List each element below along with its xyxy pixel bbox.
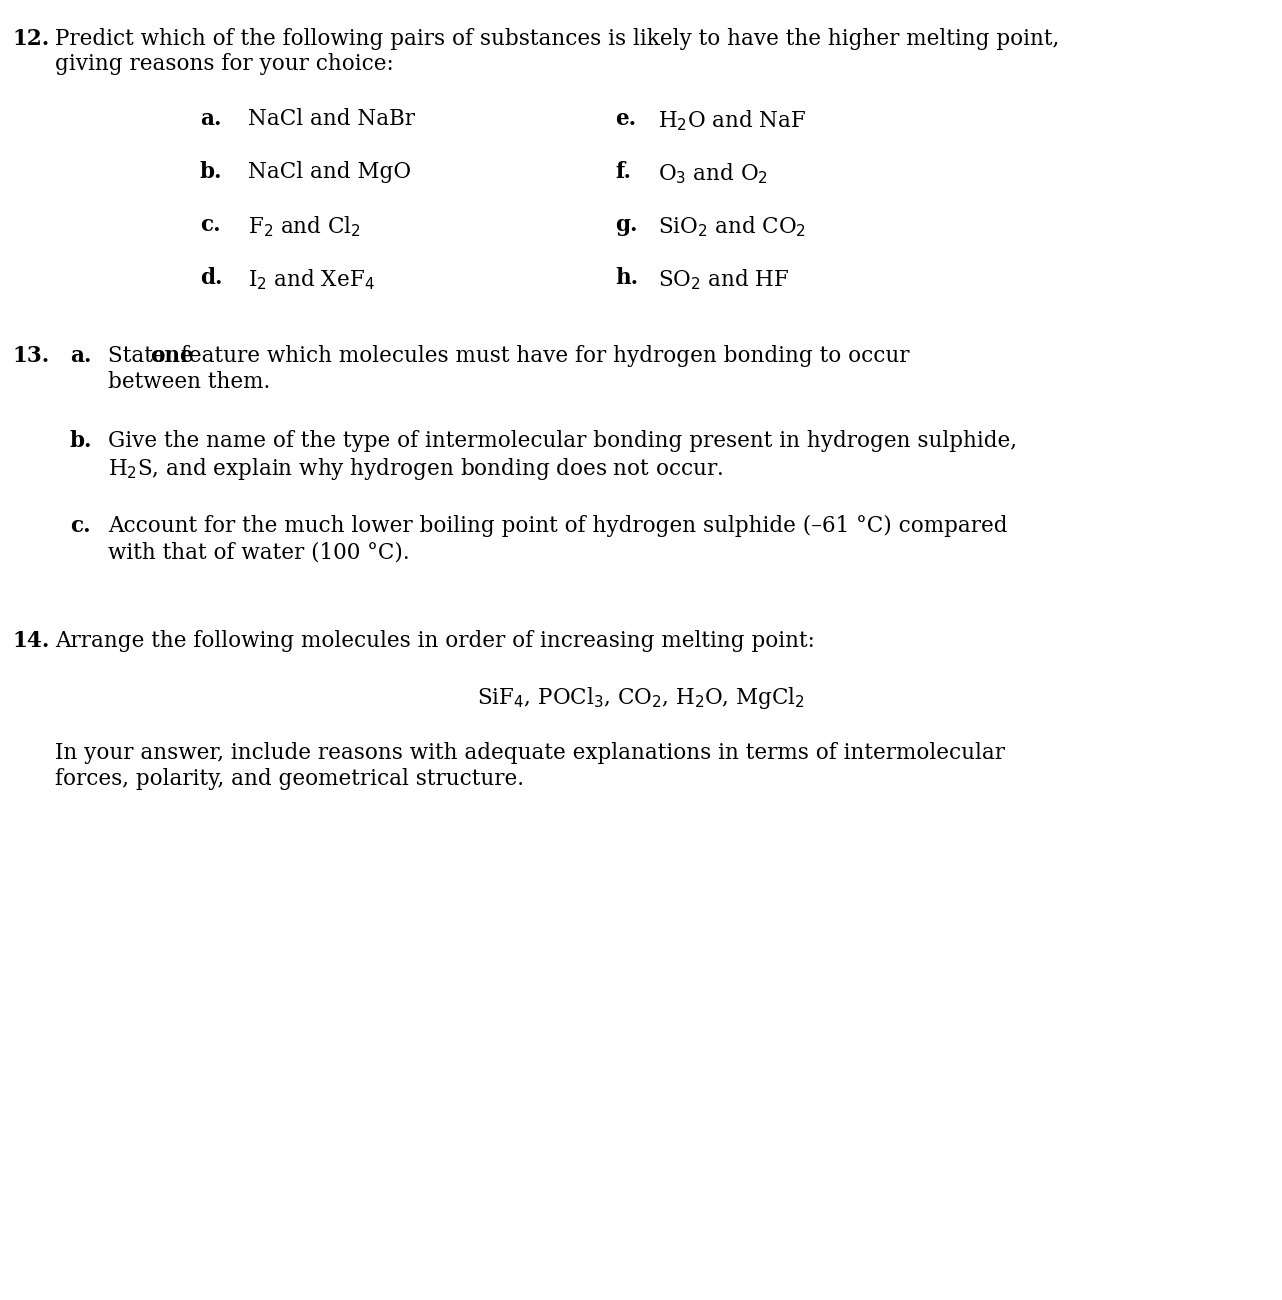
Text: e.: e.	[615, 108, 636, 130]
Text: b.: b.	[71, 430, 92, 452]
Text: f.: f.	[615, 161, 631, 183]
Text: SiF$_4$, POCl$_3$, CO$_2$, H$_2$O, MgCl$_2$: SiF$_4$, POCl$_3$, CO$_2$, H$_2$O, MgCl$…	[477, 685, 805, 711]
Text: c.: c.	[200, 214, 221, 237]
Text: NaCl and NaBr: NaCl and NaBr	[247, 108, 415, 130]
Text: Predict which of the following pairs of substances is likely to have the higher : Predict which of the following pairs of …	[55, 29, 1059, 49]
Text: I$_2$ and XeF$_4$: I$_2$ and XeF$_4$	[247, 266, 374, 291]
Text: In your answer, include reasons with adequate explanations in terms of intermole: In your answer, include reasons with ade…	[55, 742, 1005, 764]
Text: NaCl and MgO: NaCl and MgO	[247, 161, 412, 183]
Text: 14.: 14.	[12, 630, 50, 653]
Text: b.: b.	[200, 161, 223, 183]
Text: h.: h.	[615, 266, 638, 289]
Text: Account for the much lower boiling point of hydrogen sulphide (–61 °C) compared: Account for the much lower boiling point…	[108, 515, 1008, 537]
Text: H$_2$O and NaF: H$_2$O and NaF	[658, 108, 806, 133]
Text: Give the name of the type of intermolecular bonding present in hydrogen sulphide: Give the name of the type of intermolecu…	[108, 430, 1017, 452]
Text: g.: g.	[615, 214, 637, 237]
Text: SO$_2$ and HF: SO$_2$ and HF	[658, 266, 790, 291]
Text: a.: a.	[71, 344, 91, 367]
Text: between them.: between them.	[108, 370, 271, 393]
Text: forces, polarity, and geometrical structure.: forces, polarity, and geometrical struct…	[55, 768, 524, 790]
Text: d.: d.	[200, 266, 223, 289]
Text: Arrange the following molecules in order of increasing melting point:: Arrange the following molecules in order…	[55, 630, 815, 653]
Text: feature which molecules must have for hydrogen bonding to occur: feature which molecules must have for hy…	[174, 344, 909, 367]
Text: 12.: 12.	[12, 29, 49, 49]
Text: H$_2$S, and explain why hydrogen bonding does not occur.: H$_2$S, and explain why hydrogen bonding…	[108, 456, 723, 482]
Text: SiO$_2$ and CO$_2$: SiO$_2$ and CO$_2$	[658, 214, 806, 239]
Text: c.: c.	[71, 515, 91, 537]
Text: O$_3$ and O$_2$: O$_3$ and O$_2$	[658, 161, 768, 186]
Text: with that of water (100 °C).: with that of water (100 °C).	[108, 541, 410, 563]
Text: a.: a.	[200, 108, 222, 130]
Text: one: one	[150, 344, 194, 367]
Text: State: State	[108, 344, 173, 367]
Text: giving reasons for your choice:: giving reasons for your choice:	[55, 53, 394, 75]
Text: 13.: 13.	[12, 344, 49, 367]
Text: F$_2$ and Cl$_2$: F$_2$ and Cl$_2$	[247, 214, 362, 239]
